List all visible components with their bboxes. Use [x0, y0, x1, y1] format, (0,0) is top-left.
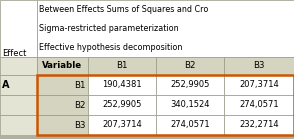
Bar: [224, 75, 294, 95]
Bar: [156, 75, 224, 95]
Bar: [156, 57, 224, 75]
Bar: [37, 0, 294, 57]
Bar: [88, 95, 156, 115]
Text: A: A: [2, 80, 9, 90]
Bar: [37, 95, 88, 115]
Bar: [88, 57, 156, 75]
Bar: [0, 115, 37, 135]
Bar: [0, 75, 37, 95]
Text: Sigma-restricted parameterization: Sigma-restricted parameterization: [39, 24, 179, 33]
Text: B3: B3: [253, 61, 265, 70]
Bar: [37, 75, 294, 135]
Bar: [156, 95, 224, 115]
Bar: [37, 115, 88, 135]
Text: B1: B1: [116, 61, 128, 70]
Text: 252,9905: 252,9905: [102, 100, 142, 110]
Bar: [0, 95, 37, 115]
Bar: [224, 57, 294, 75]
Text: 274,0571: 274,0571: [170, 121, 210, 130]
Bar: [37, 57, 88, 75]
Bar: [0, 135, 294, 139]
Text: B2: B2: [184, 61, 196, 70]
Bar: [88, 75, 156, 95]
Text: Between Effects Sums of Squares and Cro: Between Effects Sums of Squares and Cro: [39, 5, 208, 14]
Text: 207,3714: 207,3714: [239, 80, 279, 90]
Text: 340,1524: 340,1524: [170, 100, 210, 110]
Text: B3: B3: [74, 121, 86, 130]
Text: 207,3714: 207,3714: [102, 121, 142, 130]
Text: Effect: Effect: [2, 49, 26, 58]
Bar: [88, 115, 156, 135]
Text: B1: B1: [74, 80, 86, 90]
Text: 232,2714: 232,2714: [239, 121, 279, 130]
Text: B2: B2: [74, 100, 86, 110]
Bar: [37, 75, 88, 95]
Text: 190,4381: 190,4381: [102, 80, 142, 90]
Text: 274,0571: 274,0571: [239, 100, 279, 110]
Text: Variable: Variable: [42, 61, 83, 70]
Bar: [156, 115, 224, 135]
Text: Effective hypothesis decomposition: Effective hypothesis decomposition: [39, 43, 182, 52]
Bar: [224, 115, 294, 135]
Bar: [0, 0, 37, 57]
Text: 252,9905: 252,9905: [170, 80, 210, 90]
Bar: [224, 95, 294, 115]
Bar: [0, 57, 37, 75]
